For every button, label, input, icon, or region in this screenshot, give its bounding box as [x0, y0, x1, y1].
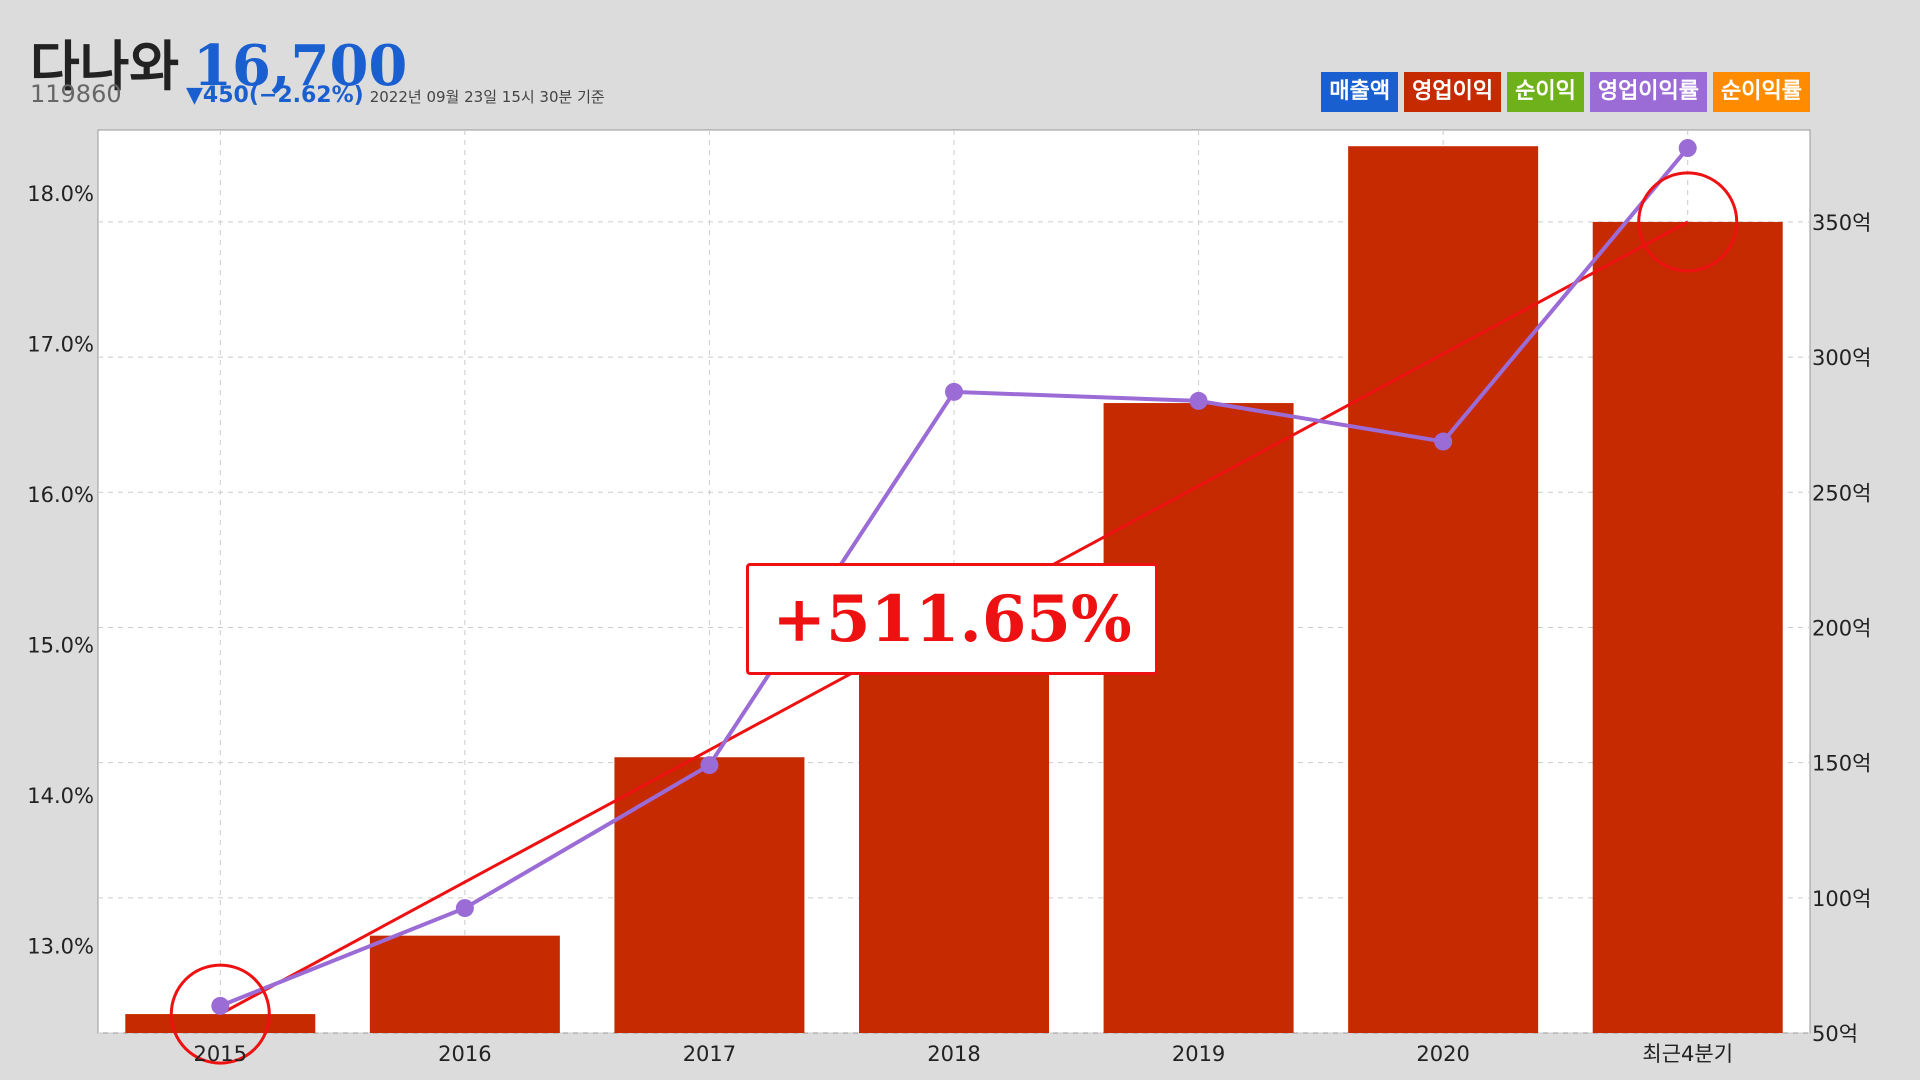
bars-operating-profit	[125, 146, 1783, 1034]
legend-item-revenue[interactable]: 매출액	[1321, 72, 1399, 112]
left-tick-label: 18.0%	[27, 182, 94, 206]
highlight-circle	[1637, 171, 1739, 273]
x-tick-label: 2020	[1416, 1042, 1469, 1066]
stock-code: 119860	[30, 80, 122, 108]
line-point	[1678, 139, 1697, 158]
x-tick-label: 2015	[194, 1042, 247, 1066]
right-tick-label: 200억	[1812, 616, 1871, 640]
legend-item-net-income[interactable]: 순이익	[1507, 72, 1584, 112]
bar	[1348, 146, 1539, 1033]
line-point	[945, 382, 963, 401]
left-tick-label: 15.0%	[27, 634, 94, 658]
bar	[1103, 403, 1294, 1033]
x-tick-label: 2018	[927, 1042, 980, 1066]
x-tick-label: 2017	[683, 1042, 736, 1066]
bar	[614, 757, 805, 1033]
price-change: ▼450(−2.62%)	[186, 83, 364, 108]
x-tick-label: 최근4분기	[1642, 1042, 1733, 1066]
bar	[1592, 221, 1783, 1034]
x-tick-label: 2019	[1172, 1042, 1225, 1066]
stock-price: 16,700	[193, 33, 408, 99]
as-of-timestamp: 2022년 09월 23일 15시 30분 기준	[369, 88, 605, 106]
stock-subheader: 119860 ▼450(−2.62%) 2022년 09월 23일 15시 30분 …	[30, 80, 605, 108]
x-tick-label: 2016	[438, 1042, 491, 1066]
stock-name: 다나와	[30, 35, 180, 98]
legend-item-operating-margin[interactable]: 영업이익률	[1589, 72, 1708, 112]
line-point	[455, 899, 474, 918]
legend-item-net-margin[interactable]: 순이익률	[1713, 72, 1810, 112]
left-tick-label: 14.0%	[27, 784, 94, 808]
right-tick-label: 150억	[1812, 752, 1871, 776]
growth-annotation: +511.65%	[746, 563, 1158, 675]
legend-item-operating-profit[interactable]: 영업이익	[1404, 72, 1502, 112]
right-tick-label: 50억	[1812, 1022, 1858, 1046]
left-tick-label: 17.0%	[27, 333, 94, 357]
right-tick-label: 100억	[1812, 887, 1871, 911]
legend: 매출액 영업이익 순이익 영업이익률 순이익률	[1321, 72, 1810, 112]
stock-header: 다나와 16,700	[30, 22, 407, 101]
bar	[859, 665, 1049, 1033]
left-tick-label: 13.0%	[27, 935, 94, 959]
bar	[125, 1014, 316, 1033]
highlight-circle	[169, 963, 271, 1065]
highlight-circles	[169, 171, 1739, 1065]
line-point	[1189, 391, 1208, 410]
right-tick-label: 350억	[1812, 211, 1871, 235]
line-point	[211, 996, 230, 1015]
line-point	[1434, 432, 1453, 451]
right-tick-label: 300억	[1812, 346, 1871, 370]
right-tick-label: 250억	[1812, 481, 1871, 505]
left-tick-label: 16.0%	[27, 483, 94, 507]
line-point	[700, 756, 719, 775]
bar	[369, 935, 560, 1033]
line-operating-margin	[211, 139, 1697, 1015]
axes-labels: 2015 2016 2017 2018 2019 2020 최근4분기 13.0% 14.0% 1…	[27, 182, 1871, 1066]
